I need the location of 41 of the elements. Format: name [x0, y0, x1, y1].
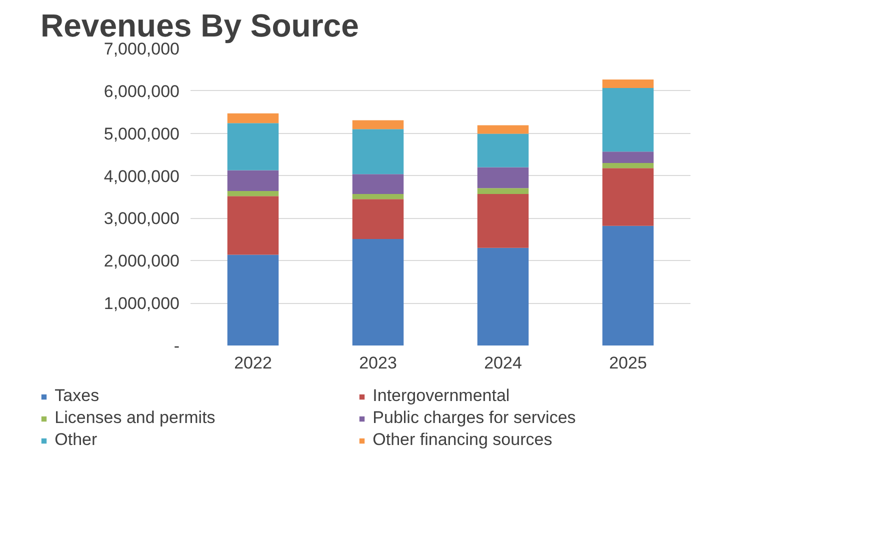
y-tick-label: 3,000,000 — [104, 209, 180, 228]
y-tick-label: 6,000,000 — [104, 82, 180, 101]
bar — [352, 120, 404, 130]
bar — [602, 168, 654, 226]
bar — [227, 191, 279, 196]
bar — [352, 199, 404, 240]
bar — [477, 125, 529, 134]
y-tick-label: - — [174, 336, 180, 356]
legend-label: Taxes — [54, 385, 100, 407]
bar — [352, 129, 404, 174]
bar — [602, 79, 654, 88]
bar — [477, 188, 529, 194]
legend-label: Other financing sources — [372, 429, 554, 451]
bar — [477, 167, 529, 188]
bar — [352, 194, 404, 200]
legend-label: Licenses and permits — [54, 407, 216, 429]
bar — [352, 174, 404, 194]
bar — [477, 194, 529, 248]
x-tick-label: 2023 — [359, 354, 397, 372]
bar — [227, 113, 279, 124]
bar — [602, 88, 654, 152]
y-tick-label: 5,000,000 — [104, 124, 180, 144]
legend-label: Public charges for services — [372, 407, 577, 429]
bar — [227, 170, 279, 192]
bar — [477, 134, 529, 168]
y-tick-label: 4,000,000 — [104, 166, 180, 186]
y-tick-label: 1,000,000 — [104, 294, 180, 314]
bar — [602, 152, 654, 164]
x-tick-label: 2022 — [234, 354, 272, 372]
y-tick-label: 2,000,000 — [104, 252, 180, 271]
bar — [227, 254, 279, 346]
bar — [227, 196, 279, 255]
x-tick-label: 2024 — [484, 354, 522, 372]
bar — [602, 163, 654, 168]
x-tick-label: 2025 — [609, 354, 647, 372]
bar — [477, 248, 529, 346]
bar — [352, 239, 404, 346]
bar — [602, 226, 654, 346]
bar — [227, 123, 279, 170]
legend-label: Other — [54, 429, 98, 451]
legend-label: Intergovernmental — [372, 385, 511, 407]
